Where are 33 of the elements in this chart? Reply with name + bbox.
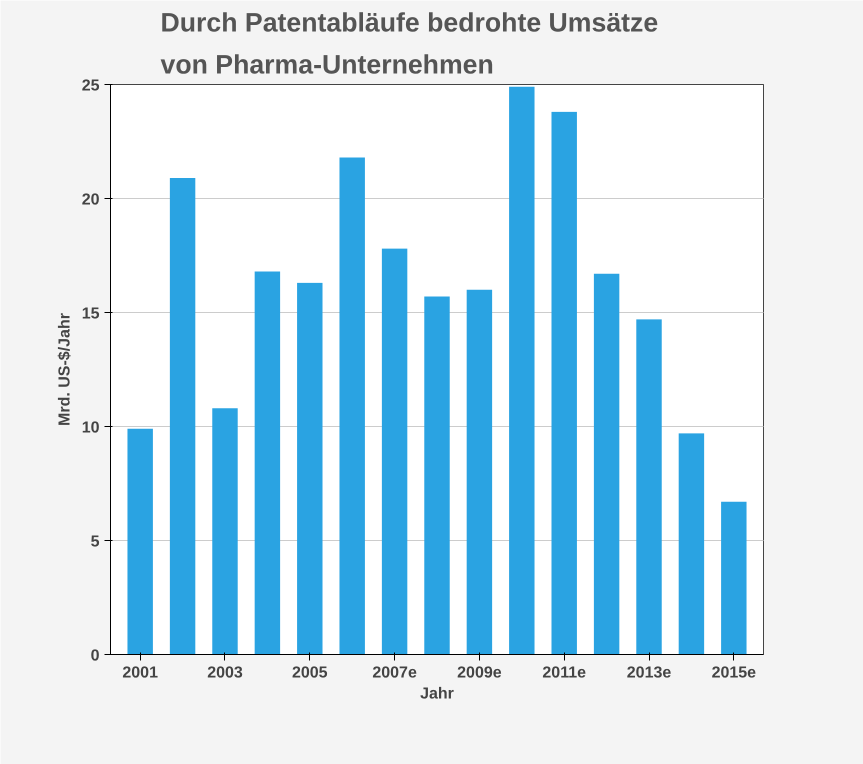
y-tick-label: 15 — [82, 306, 100, 322]
bar — [594, 274, 620, 654]
bar — [636, 319, 662, 654]
y-tick-label: 20 — [82, 192, 100, 208]
bar — [382, 248, 408, 654]
x-tick-label: 2001 — [122, 664, 158, 682]
bar — [509, 86, 535, 654]
y-tick-label: 0 — [90, 648, 100, 664]
bar — [678, 433, 704, 654]
chart-subtitle: von Pharma-Unternehmen — [160, 50, 494, 80]
x-tick-label: 2011e — [542, 664, 586, 682]
bar — [212, 408, 238, 654]
y-tick-label: 5 — [90, 534, 100, 550]
x-tick-label: 2009e — [457, 664, 502, 682]
x-axis-title: Jahr — [420, 686, 454, 702]
x-tick-label: 2005 — [292, 664, 328, 682]
bar — [721, 502, 747, 654]
y-tick-label: 10 — [82, 420, 100, 436]
y-axis-title: Mrd. US-$/Jahr — [56, 313, 74, 426]
x-tick-label: 2007e — [372, 664, 417, 682]
x-tick-label: 2003 — [207, 664, 243, 682]
bar — [170, 178, 196, 654]
bar — [466, 290, 492, 654]
x-tick-label: 2013e — [626, 664, 672, 682]
x-tick-label: 2015e — [712, 664, 756, 682]
bar — [551, 112, 577, 654]
bar — [424, 296, 450, 654]
bar — [254, 271, 280, 654]
bar — [297, 282, 323, 654]
bar — [339, 157, 365, 654]
bar — [127, 428, 153, 654]
y-tick-label: 25 — [82, 78, 100, 94]
chart-title: Durch Patentabläufe bedrohte Umsätze — [160, 8, 658, 38]
